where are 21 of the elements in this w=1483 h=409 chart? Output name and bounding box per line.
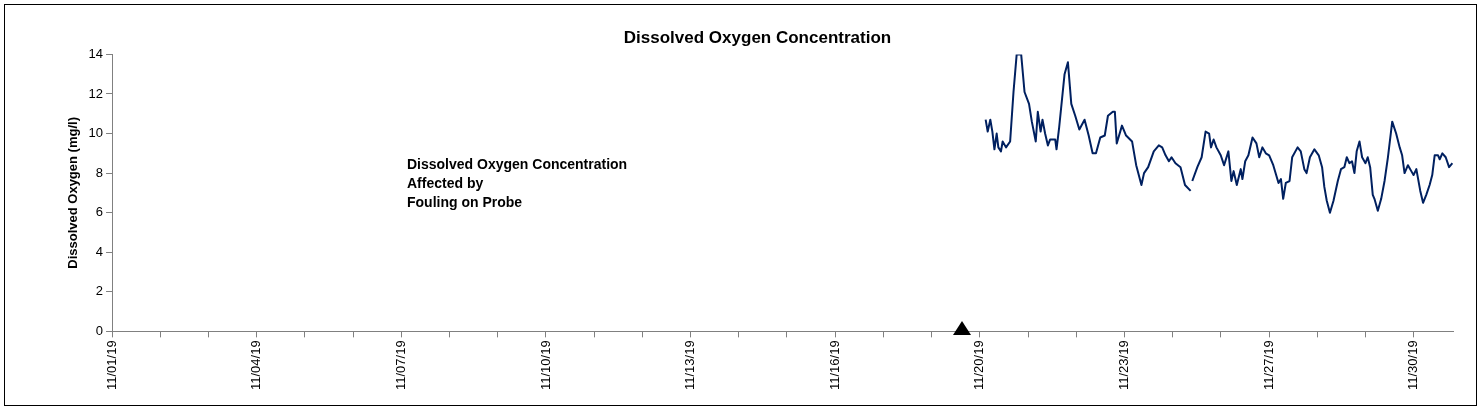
- y-tick-label: 12: [88, 85, 104, 101]
- x-tick-label: 11/30/19: [1405, 340, 1421, 390]
- x-tick-label: 11/10/19: [537, 340, 553, 390]
- y-tick-label: 0: [95, 322, 104, 338]
- y-tick-label: 4: [95, 243, 104, 259]
- x-tick-label: 11/27/19: [1260, 340, 1276, 390]
- y-tick-label: 8: [95, 164, 104, 180]
- chart-title: Dissolved Oxygen Concentration: [623, 27, 892, 47]
- y-tick-label: 14: [88, 45, 104, 61]
- y-axis-title: Dissolved Oxygen (mg/l): [65, 117, 81, 269]
- x-tick-label: 11/23/19: [1116, 340, 1132, 390]
- x-tick-label: 11/16/19: [826, 340, 842, 390]
- y-tick-label: 2: [95, 283, 104, 299]
- x-tick-label: 11/04/19: [248, 340, 264, 390]
- x-tick-label: 11/13/19: [682, 340, 698, 390]
- annotation: Dissolved Oxygen Concentration Affected by Fouling on Probe: [407, 155, 628, 212]
- x-tick-label: 11/07/19: [392, 340, 408, 390]
- y-tick-label: 10: [88, 125, 104, 141]
- x-tick-label: 11/01/19: [103, 340, 119, 390]
- y-tick-label: 6: [95, 204, 104, 220]
- x-tick-label: 11/20/19: [971, 340, 987, 390]
